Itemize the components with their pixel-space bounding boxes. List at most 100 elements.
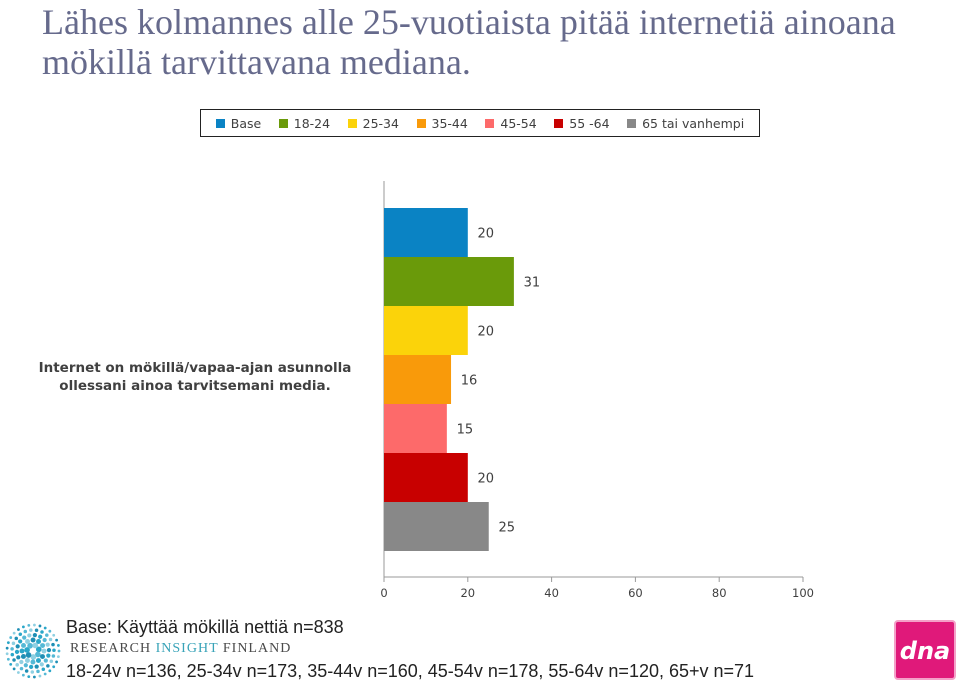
bar-value-label: 20 bbox=[478, 472, 495, 487]
logo-dot bbox=[24, 647, 30, 653]
logo-dot bbox=[6, 657, 10, 661]
logo-dot bbox=[36, 639, 42, 644]
logo-dot bbox=[19, 666, 24, 671]
logo-dot bbox=[40, 643, 46, 649]
logo-dot bbox=[45, 642, 50, 647]
logo-dot bbox=[14, 649, 20, 655]
logo-dot bbox=[30, 659, 36, 665]
logo-dot bbox=[46, 647, 52, 653]
chart-title: Lähes kolmannes alle 25-vuotiaista pitää… bbox=[42, 2, 896, 82]
bar-value-label: 16 bbox=[461, 374, 478, 389]
logo-dot bbox=[30, 637, 36, 643]
logo-dot bbox=[35, 646, 42, 653]
legend-swatch bbox=[485, 118, 495, 128]
logo-dot bbox=[11, 641, 16, 646]
logo-dot bbox=[40, 630, 44, 634]
logo-dot bbox=[17, 628, 20, 631]
logo-dot bbox=[38, 624, 42, 628]
bar bbox=[384, 257, 514, 306]
legend-swatch bbox=[347, 118, 357, 128]
logo-dot bbox=[48, 637, 53, 642]
logo-dot bbox=[10, 652, 15, 657]
x-tick-label: 80 bbox=[712, 586, 727, 600]
logo-dot bbox=[14, 636, 19, 641]
logo-dot bbox=[46, 664, 50, 668]
logo-dot bbox=[24, 669, 29, 673]
logo-dot bbox=[16, 671, 20, 674]
legend-swatch bbox=[627, 118, 637, 128]
legend-item: 35-44 bbox=[416, 115, 468, 131]
legend-label: 45-54 bbox=[500, 115, 537, 131]
dna-logo-mark: dna bbox=[900, 637, 950, 665]
bar-value-label: 15 bbox=[457, 423, 474, 438]
logo-dot bbox=[41, 667, 46, 672]
logo-dot bbox=[48, 629, 52, 633]
legend-item: 45-54 bbox=[485, 115, 537, 131]
logo-dot bbox=[24, 658, 30, 663]
logo-dot bbox=[27, 675, 31, 679]
legend-label: Base bbox=[230, 115, 262, 131]
logo-dot bbox=[18, 632, 23, 637]
logo-dot bbox=[35, 658, 41, 664]
research-insight-finland-logo: RESEARCH INSIGHT FINLAND bbox=[70, 641, 291, 657]
bar-value-label: 20 bbox=[478, 325, 495, 340]
logo-dot bbox=[23, 663, 28, 668]
logo-dot bbox=[41, 648, 47, 654]
logo-dot bbox=[23, 629, 28, 634]
logo-dot bbox=[22, 635, 27, 640]
logo-word-research: RESEARCH bbox=[70, 641, 152, 656]
legend-item: 25-34 bbox=[347, 116, 399, 131]
logo-dot bbox=[30, 654, 37, 660]
logo-word-finland: FINLAND bbox=[222, 641, 292, 656]
logo-dot bbox=[55, 660, 58, 664]
logo-dot bbox=[21, 673, 25, 677]
bar-value-label: 25 bbox=[498, 521, 515, 536]
logo-dot bbox=[32, 642, 39, 649]
legend-swatch bbox=[416, 118, 426, 128]
bar bbox=[384, 404, 447, 453]
logo-dot bbox=[5, 652, 9, 656]
logo-dot bbox=[48, 669, 52, 673]
logo-dot bbox=[12, 658, 16, 662]
logo-dot bbox=[40, 654, 45, 660]
logo-dot bbox=[55, 638, 59, 642]
legend-swatch bbox=[554, 118, 564, 128]
logo-dot bbox=[35, 651, 41, 658]
logo-dot bbox=[51, 642, 55, 647]
logo-dot bbox=[6, 641, 10, 645]
legend-item: 65 tai vanhempi bbox=[627, 116, 744, 131]
logo-dot bbox=[16, 655, 21, 660]
logo-dot bbox=[18, 639, 23, 644]
bar-value-label: 20 bbox=[478, 227, 495, 242]
legend-item: 18-24 bbox=[278, 116, 330, 131]
logo-dot bbox=[30, 670, 35, 674]
logo-dot bbox=[45, 633, 49, 637]
logo-dot bbox=[56, 644, 60, 647]
logo-dot bbox=[9, 662, 13, 666]
logo-dot bbox=[25, 638, 31, 644]
logo-dot bbox=[32, 675, 36, 679]
logo-dot bbox=[49, 659, 54, 664]
chart-legend: Base 18-24 25-34 35-44 45-54 55 -64 65 tai van… bbox=[200, 109, 760, 137]
logo-dot bbox=[15, 644, 20, 649]
logo-dot bbox=[43, 626, 47, 630]
x-tick-label: 40 bbox=[544, 586, 559, 600]
logo-dot bbox=[27, 642, 33, 649]
logo-dot bbox=[34, 664, 39, 669]
logo-dot bbox=[52, 665, 56, 669]
x-tick-label: 100 bbox=[792, 586, 814, 600]
logo-dot bbox=[46, 653, 51, 658]
logo-dot bbox=[12, 631, 16, 635]
legend-swatch bbox=[278, 118, 288, 128]
legend-label: 35-44 bbox=[431, 115, 468, 131]
legend-item: 55 -64 bbox=[554, 116, 610, 131]
logo-dot bbox=[33, 623, 36, 627]
logo-dot bbox=[34, 628, 39, 633]
logo-dot bbox=[25, 652, 32, 658]
logo-dot bbox=[52, 633, 56, 637]
logo-dot bbox=[32, 632, 37, 638]
logo-dot bbox=[38, 634, 43, 639]
logo-dot bbox=[56, 655, 60, 659]
logo-dot bbox=[27, 633, 32, 638]
